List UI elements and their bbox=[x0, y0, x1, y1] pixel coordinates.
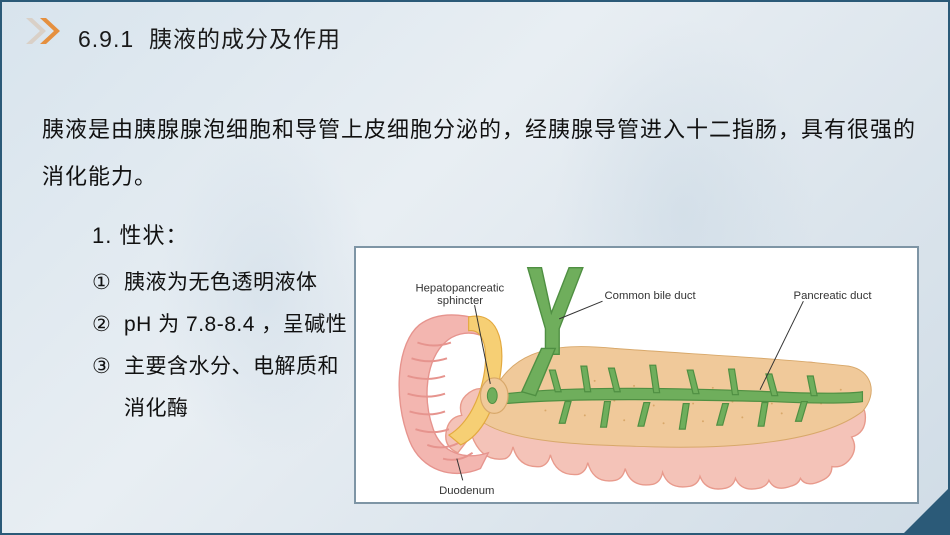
list-num: ② bbox=[92, 304, 124, 346]
list-item: ② pH 为 7.8-8.4 ，呈碱性 bbox=[92, 304, 352, 346]
list-num: ① bbox=[92, 262, 124, 304]
hepatopancreatic-sphincter bbox=[480, 378, 508, 413]
list-text: 胰液为无色透明液体 bbox=[124, 262, 352, 304]
section-heading: 胰液的成分及作用 bbox=[149, 26, 341, 52]
list-item: ① 胰液为无色透明液体 bbox=[92, 262, 352, 304]
label-pancreatic-duct: Pancreatic duct bbox=[794, 290, 873, 302]
list-num: ③ bbox=[92, 346, 124, 430]
anatomy-figure: Hepatopancreatic sphincter Common bile d… bbox=[354, 246, 919, 504]
properties-heading: 1. 性状： bbox=[92, 218, 188, 250]
chevron-icon bbox=[26, 18, 70, 44]
label-common-bile-duct: Common bile duct bbox=[605, 290, 697, 302]
label-duodenum: Duodenum bbox=[439, 485, 494, 497]
intro-paragraph: 胰液是由胰腺腺泡细胞和导管上皮细胞分泌的，经胰腺导管进入十二指肠，具有很强的消化… bbox=[42, 106, 920, 201]
anatomy-svg: Hepatopancreatic sphincter Common bile d… bbox=[356, 248, 917, 502]
label-hepatopancreatic-sphincter: Hepatopancreatic sphincter bbox=[415, 282, 507, 307]
section-title: 6.9.1 胰液的成分及作用 bbox=[78, 20, 341, 54]
list-text: 主要含水分、电解质和消化酶 bbox=[124, 346, 352, 430]
list-text: pH 为 7.8-8.4 ，呈碱性 bbox=[124, 304, 352, 346]
list-item: ③ 主要含水分、电解质和消化酶 bbox=[92, 346, 352, 430]
properties-list: ① 胰液为无色透明液体 ② pH 为 7.8-8.4 ，呈碱性 ③ 主要含水分、… bbox=[92, 262, 352, 430]
section-number: 6.9.1 bbox=[78, 26, 134, 52]
